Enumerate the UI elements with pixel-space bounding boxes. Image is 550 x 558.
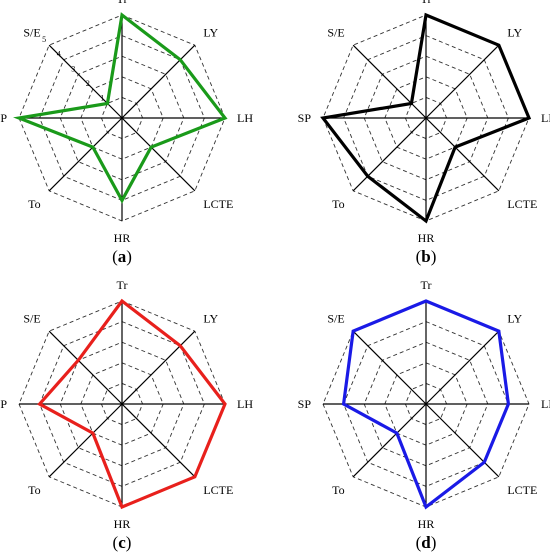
- spoke-to: [352, 403, 427, 478]
- axis-label-to: To: [28, 197, 41, 211]
- panel-label: (a): [112, 247, 132, 266]
- spoke-lcte: [425, 403, 500, 478]
- spoke-lcte: [121, 117, 196, 192]
- axis-label-tr: Tr: [117, 0, 128, 6]
- spoke-to: [48, 117, 123, 192]
- axis-label-s-e: S/E: [327, 312, 344, 326]
- spoke-ly: [425, 330, 500, 405]
- tick-label-3: 3: [71, 64, 75, 73]
- tick-label-5: 5: [42, 35, 46, 44]
- tick-label-2: 2: [86, 79, 90, 88]
- spoke-s-e: [48, 330, 123, 405]
- panel-label: (d): [416, 533, 437, 552]
- axis-label-tr: Tr: [421, 278, 432, 292]
- spoke-to: [352, 117, 427, 192]
- series-line-0: [320, 12, 532, 224]
- spoke-lcte: [425, 117, 500, 192]
- axis-label-tr: Tr: [117, 278, 128, 292]
- axis-label-ly: LY: [203, 312, 218, 326]
- spoke-ly: [121, 44, 196, 119]
- axis-label-lh: LH: [237, 111, 253, 125]
- panel-label: (b): [416, 247, 437, 266]
- axis-label-lcte: LCTE: [203, 197, 233, 211]
- spoke-ly: [121, 330, 196, 405]
- axis-label-s-e: S/E: [23, 26, 40, 40]
- axis-label-s-e: S/E: [23, 312, 40, 326]
- series-line-0: [13, 12, 228, 204]
- panel-d: Tr LY LH LCTE HR To SP S/E (d): [298, 278, 550, 552]
- axis-label-to: To: [28, 483, 41, 497]
- axis-label-s-e: S/E: [327, 26, 344, 40]
- axis-label-sp: SP: [0, 397, 7, 411]
- axis-label-lh: LH: [237, 397, 253, 411]
- series-line-0: [37, 298, 227, 510]
- panel-c: Tr LY LH LCTE HR To SP S/E (c): [0, 278, 253, 552]
- spoke-to: [48, 403, 123, 478]
- series-line-0: [341, 299, 511, 510]
- spoke-ly: [425, 44, 500, 119]
- axis-label-lh: LH: [541, 397, 550, 411]
- axis-label-hr: HR: [418, 231, 435, 245]
- spoke-lcte: [121, 403, 196, 478]
- panel-b: Tr LY LH LCTE HR To SP S/E (b): [298, 0, 550, 266]
- axis-label-lcte: LCTE: [507, 197, 537, 211]
- axis-label-lcte: LCTE: [203, 483, 233, 497]
- axis-label-ly: LY: [507, 26, 522, 40]
- panel-a: 1 2 3 4 5 Tr LY LH LCTE HR To SP S/E (a): [0, 0, 253, 266]
- spoke-s-e: [352, 44, 427, 119]
- tick-label-1: 1: [100, 93, 104, 102]
- axis-label-sp: SP: [0, 111, 7, 125]
- axis-label-hr: HR: [114, 231, 131, 245]
- spoke-s-e: [352, 330, 427, 405]
- panel-label: (c): [113, 533, 132, 552]
- tick-label-4: 4: [57, 50, 61, 59]
- axis-label-lcte: LCTE: [507, 483, 537, 497]
- axis-label-ly: LY: [507, 312, 522, 326]
- axis-label-to: To: [332, 197, 345, 211]
- axis-label-ly: LY: [203, 26, 218, 40]
- axis-label-to: To: [332, 483, 345, 497]
- axis-label-lh: LH: [541, 111, 550, 125]
- spoke-s-e: [48, 44, 123, 119]
- axis-label-hr: HR: [114, 517, 131, 531]
- axis-label-hr: HR: [418, 517, 435, 531]
- axis-label-tr: Tr: [421, 0, 432, 6]
- axis-label-sp: SP: [298, 397, 312, 411]
- axis-label-sp: SP: [298, 111, 312, 125]
